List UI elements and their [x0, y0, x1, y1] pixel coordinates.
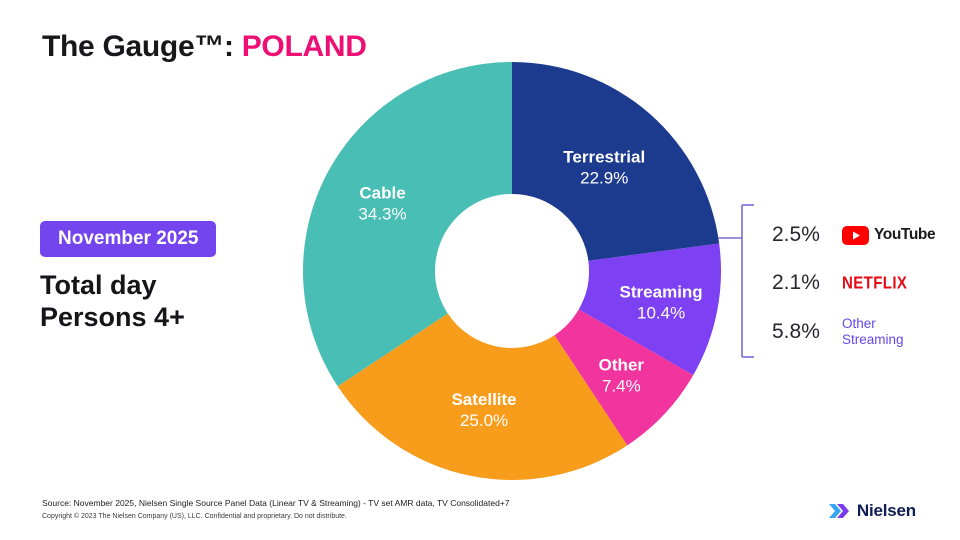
donut-slice-streaming — [578, 243, 721, 376]
streaming-breakdown-list: 2.5% YouTube 2.1% NETFLIX 5.8% Other Str… — [772, 220, 936, 347]
donut-chart: Terrestrial 22.9% Streaming 10.4% Other 7.4% S… — [297, 56, 727, 486]
nielsen-wordmark: Nielsen — [856, 501, 916, 520]
youtube-logo: YouTube — [842, 225, 936, 245]
other-streaming-label: Other Streaming — [842, 316, 904, 347]
slice-label-streaming: Streaming 10.4% — [620, 282, 703, 322]
source-note: Source: November 2025, Nielsen Single So… — [42, 498, 510, 508]
breakdown-row-youtube: 2.5% YouTube — [772, 220, 936, 250]
streaming-bracket — [700, 195, 770, 370]
breakdown-row-other-streaming: 5.8% Other Streaming — [772, 316, 935, 347]
donut-slice-other — [554, 309, 694, 446]
streaming-bracket-svg — [718, 204, 754, 358]
page-title: The Gauge™: POLAND — [42, 30, 367, 64]
period-badge: November 2025 — [40, 221, 217, 257]
slice-label-other: Other 7.4% — [599, 356, 645, 396]
donut-chart-svg: Terrestrial 22.9% Streaming 10.4% Other 7.4% S… — [303, 61, 721, 480]
slice-label-terrestrial: Terrestrial 22.9% — [563, 148, 645, 188]
audience-line2: Persons 4+ — [40, 301, 185, 332]
youtube-share-value: 2.5% — [772, 223, 820, 246]
netflix-share-value: 2.1% — [772, 271, 820, 294]
audience-label: Total day Persons 4+ — [40, 270, 185, 334]
youtube-play-icon — [842, 225, 869, 245]
slice-label-cable: Cable 34.3% — [358, 183, 406, 223]
donut-slice-cable — [303, 61, 512, 387]
netflix-wordmark: NETFLIX — [842, 273, 908, 293]
page-title-prefix: The Gauge™: — [42, 30, 234, 63]
page-title-region: POLAND — [241, 30, 367, 63]
audience-line1: Total day — [40, 270, 157, 300]
youtube-wordmark: YouTube — [874, 226, 936, 243]
donut-slice-satellite — [337, 313, 628, 480]
nielsen-chevrons-icon — [828, 504, 849, 518]
breakdown-row-netflix: 2.1% NETFLIX — [772, 268, 935, 298]
donut-slice-terrestrial — [512, 62, 720, 261]
slice-label-satellite: Satellite 25.0% — [451, 390, 516, 430]
copyright-note: Copyright © 2023 The Nielsen Company (US… — [42, 513, 347, 520]
other-streaming-share-value: 5.8% — [772, 319, 820, 343]
nielsen-logo: Nielsen — [827, 501, 916, 521]
